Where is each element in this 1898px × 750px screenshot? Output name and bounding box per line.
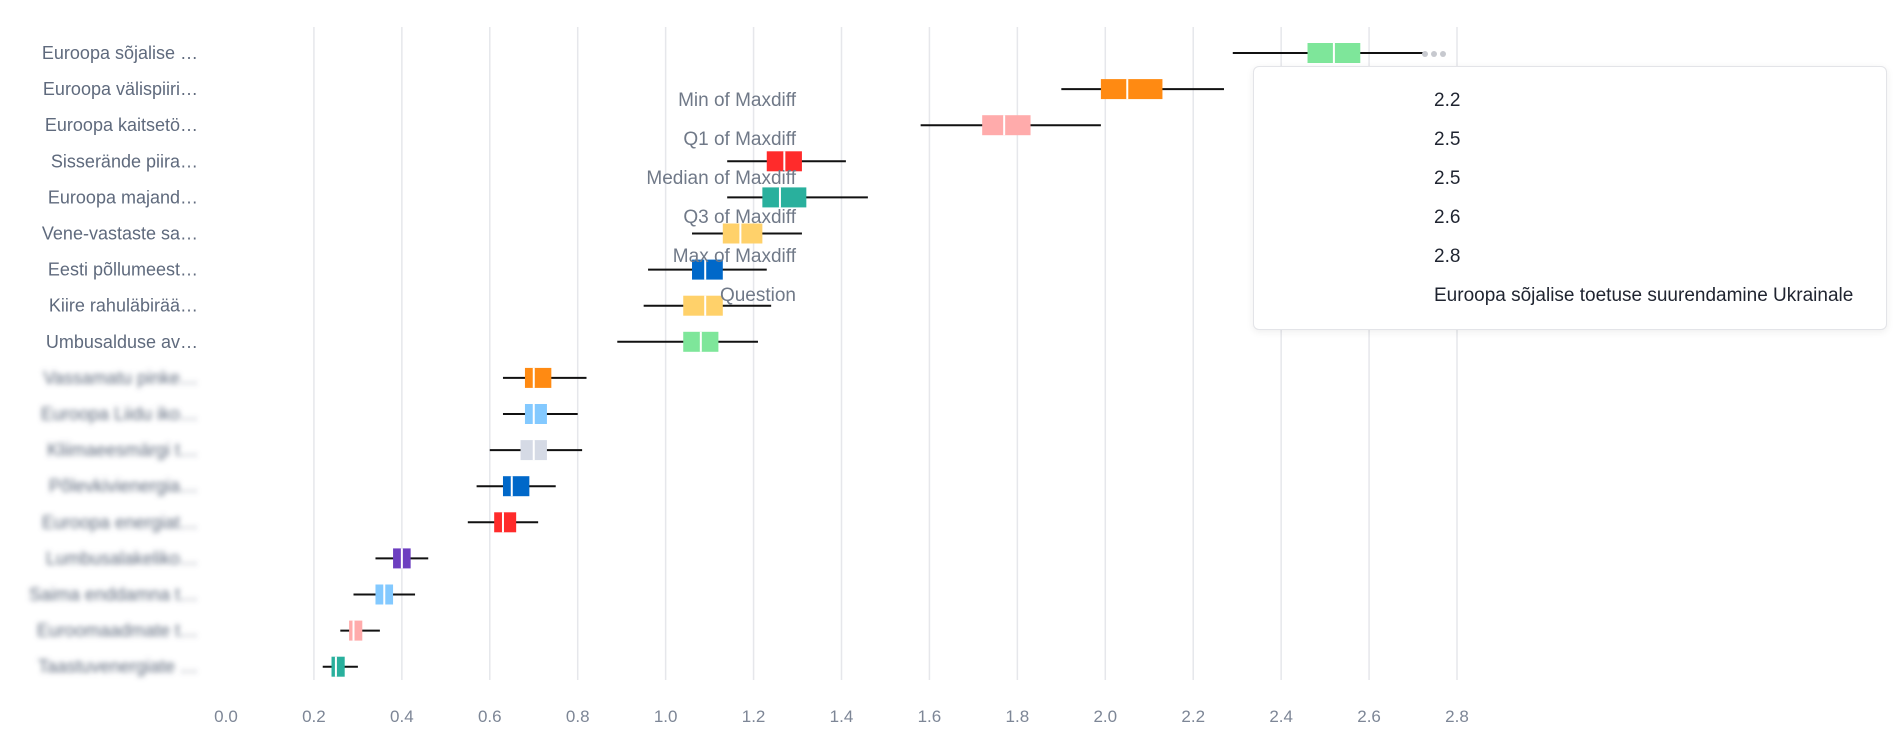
iqr-box[interactable] xyxy=(349,620,363,641)
iqr-box[interactable] xyxy=(762,187,807,208)
boxplot-marks xyxy=(322,43,1427,677)
category-label: Euroopa kaitsetö… xyxy=(45,115,198,135)
category-label: Lumbusalakeliko… xyxy=(46,548,198,568)
x-tick-label: 0.4 xyxy=(390,707,414,726)
box-series[interactable] xyxy=(502,367,587,388)
x-tick-label: 2.6 xyxy=(1357,707,1381,726)
tooltip-key: Q1 of Maxdiff xyxy=(683,129,796,150)
x-tick-label: 2.0 xyxy=(1093,707,1117,726)
box-series[interactable] xyxy=(648,259,767,280)
category-label: Umbusalduse av… xyxy=(46,332,198,352)
category-label: Euroopa sõjalise … xyxy=(42,43,198,63)
iqr-box[interactable] xyxy=(722,223,763,244)
box-series[interactable] xyxy=(727,187,868,208)
tooltip-value: 2.6 xyxy=(1434,207,1461,228)
box-series[interactable] xyxy=(476,476,556,497)
tooltip-value: Euroopa sõjalise toetuse suurendamine Uk… xyxy=(1434,285,1854,306)
category-label: Kiire rahuläbirää… xyxy=(49,296,198,316)
iqr-box[interactable] xyxy=(524,367,552,388)
box-series[interactable] xyxy=(643,295,772,316)
x-tick-label: 1.8 xyxy=(1006,707,1030,726)
y-axis-category-labels: Euroopa sõjalise … Euroopa välispiiri… Eur… xyxy=(29,43,198,677)
box-series[interactable] xyxy=(340,620,380,641)
tooltip-value: 2.8 xyxy=(1434,246,1461,267)
x-tick-label: 1.6 xyxy=(918,707,942,726)
category-label: Põlevkivienergia… xyxy=(49,476,198,496)
category-label: Vassamatu pinke… xyxy=(43,368,198,388)
iqr-box[interactable] xyxy=(502,476,530,497)
iqr-box[interactable] xyxy=(683,295,723,316)
box-series[interactable] xyxy=(920,115,1101,136)
x-tick-label: 0.2 xyxy=(302,707,326,726)
iqr-box[interactable] xyxy=(692,259,723,280)
tooltip-value: 2.5 xyxy=(1434,168,1461,189)
iqr-box[interactable] xyxy=(494,512,517,533)
box-series[interactable] xyxy=(489,440,583,461)
x-tick-label: 1.0 xyxy=(654,707,678,726)
category-label: Euroomaadmate t… xyxy=(37,621,198,641)
box-series[interactable] xyxy=(322,656,358,677)
box-series[interactable] xyxy=(502,404,578,424)
box-series[interactable] xyxy=(1061,79,1224,100)
iqr-box[interactable] xyxy=(524,404,547,424)
x-tick-label: 1.4 xyxy=(830,707,854,726)
tooltip-key: Q3 of Maxdiff xyxy=(683,207,796,228)
box-series[interactable] xyxy=(692,223,802,244)
x-tick-label: 0.6 xyxy=(478,707,502,726)
category-label: Sisserände piira… xyxy=(51,151,198,171)
box-series[interactable] xyxy=(353,584,416,605)
x-tick-label: 1.2 xyxy=(742,707,766,726)
tooltip-key: Question xyxy=(719,285,796,306)
x-tick-label: 0.0 xyxy=(214,707,238,726)
category-label: Vene-vastaste sa… xyxy=(42,224,198,244)
hover-tooltip: Min of Maxdiff 2.2 Q1 of Maxdiff 2.5 Med… xyxy=(646,66,1887,330)
box-series[interactable] xyxy=(467,512,539,533)
category-label: Taastuvenergiate … xyxy=(38,657,198,677)
tooltip-key: Median of Maxdiff xyxy=(646,168,796,189)
category-label: Saima enddamna t… xyxy=(29,585,198,605)
tooltip-value: 2.2 xyxy=(1434,90,1461,111)
tooltip-value: 2.5 xyxy=(1434,129,1461,150)
category-label: Euroopa energiat… xyxy=(42,512,198,532)
category-label: Eesti põllumeest… xyxy=(48,260,198,280)
category-label: Kliimaeesmärgi t… xyxy=(47,440,198,460)
box-series[interactable] xyxy=(617,331,758,352)
x-axis-tick-labels: 0.0 0.2 0.4 0.6 0.8 1.0 1.2 1.4 1.6 1.8 2.0 2.2 2.4 2… xyxy=(214,707,1469,726)
category-label: Euroopa Liidu iko… xyxy=(41,404,198,424)
x-tick-label: 2.4 xyxy=(1269,707,1293,726)
iqr-box[interactable] xyxy=(331,656,345,677)
box-series[interactable] xyxy=(375,548,429,569)
box-series[interactable] xyxy=(727,151,846,172)
more-options-icon[interactable] xyxy=(1422,51,1446,57)
x-tick-label: 2.8 xyxy=(1445,707,1469,726)
iqr-box[interactable] xyxy=(982,115,1031,136)
category-label: Euroopa välispiiri… xyxy=(43,79,198,99)
tooltip-key: Min of Maxdiff xyxy=(678,90,796,111)
x-tick-label: 0.8 xyxy=(566,707,590,726)
x-tick-label: 2.2 xyxy=(1181,707,1205,726)
tooltip-key: Max of Maxdiff xyxy=(672,246,796,267)
category-label: Euroopa majand… xyxy=(48,187,198,207)
box-series[interactable] xyxy=(1232,43,1427,63)
iqr-box[interactable] xyxy=(1100,79,1163,100)
